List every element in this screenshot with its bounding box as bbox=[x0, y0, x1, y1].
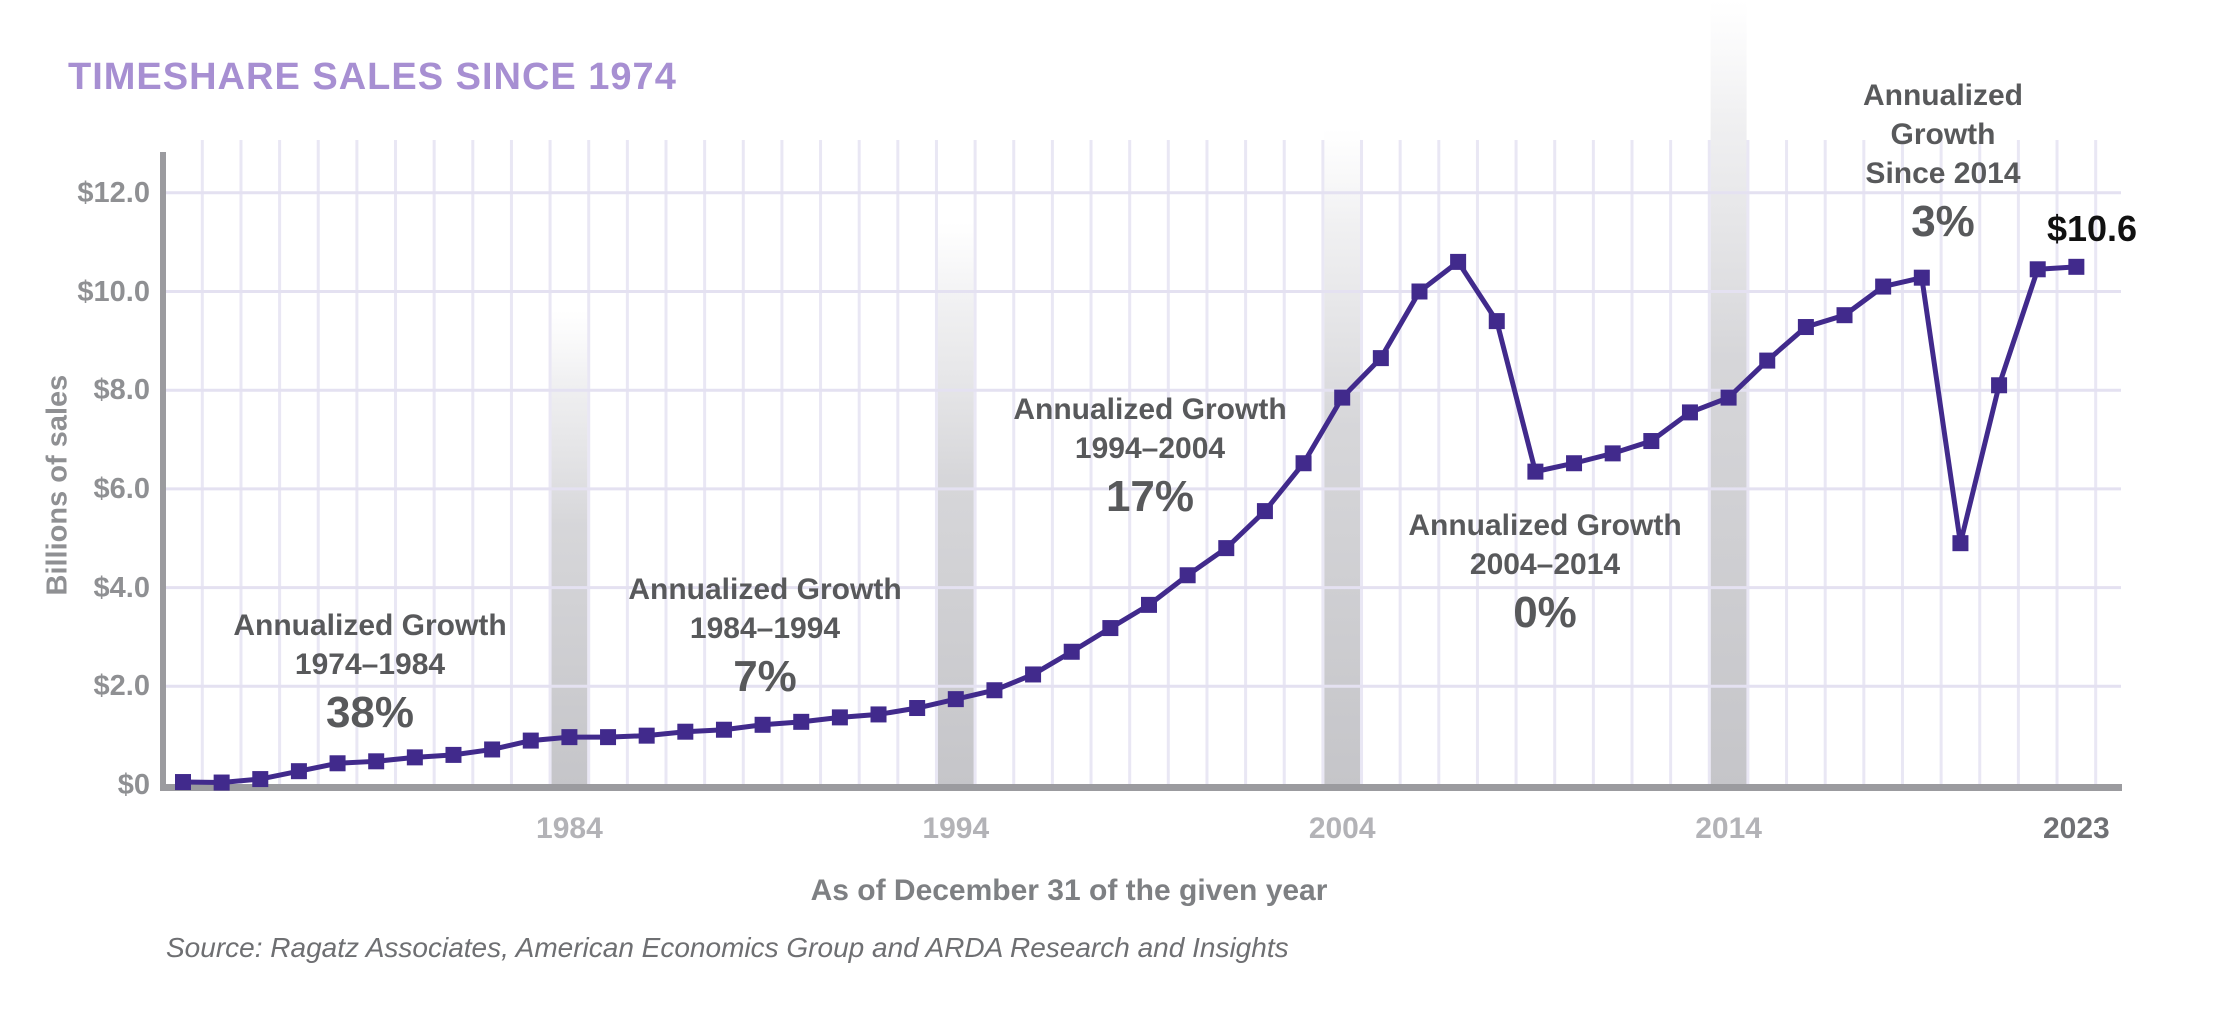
y-tick-8: $8.0 bbox=[93, 374, 150, 407]
data-point-1995 bbox=[986, 682, 1003, 699]
annotation-line: 2004–2014 bbox=[1469, 548, 1621, 581]
annotation-percentage: 3% bbox=[1911, 197, 1975, 246]
annotation-percentage: 0% bbox=[1513, 588, 1577, 637]
annotation-line: 1974–1984 bbox=[294, 648, 446, 681]
data-point-1977 bbox=[290, 763, 307, 780]
data-point-1991 bbox=[831, 709, 848, 726]
data-point-1974 bbox=[175, 774, 191, 791]
decade-band-1984 bbox=[551, 310, 588, 785]
data-point-1975 bbox=[213, 774, 230, 791]
data-point-2015 bbox=[1759, 352, 1776, 369]
y-tick-2: $2.0 bbox=[93, 670, 150, 703]
annotation-percentage: 7% bbox=[733, 652, 797, 701]
data-point-2022 bbox=[2029, 261, 2046, 278]
data-point-2018 bbox=[1875, 278, 1892, 295]
data-point-1997 bbox=[1063, 643, 1080, 660]
annotation-percentage: 17% bbox=[1105, 472, 1195, 521]
data-point-1996 bbox=[1025, 666, 1042, 683]
annotation-percentage: 38% bbox=[325, 688, 415, 737]
vertical-gridlines bbox=[200, 140, 2098, 785]
data-point-2007 bbox=[1450, 253, 1467, 270]
annotation-growth-1994-2004: Annualized Growth 1994–2004 17% bbox=[1013, 390, 1286, 522]
data-point-1988 bbox=[715, 721, 732, 738]
data-point-1984 bbox=[561, 729, 578, 746]
chart-title: TIMESHARE SALES SINCE 1974 bbox=[68, 56, 677, 98]
data-point-2017 bbox=[1836, 307, 1853, 324]
y-tick-0: $0 bbox=[117, 769, 150, 801]
x-tick-2004: 2004 bbox=[1308, 812, 1376, 845]
data-point-1980 bbox=[406, 749, 423, 766]
data-point-2001 bbox=[1218, 540, 1235, 557]
annotation-line: Annualized Growth bbox=[1408, 509, 1682, 542]
annotation-line: Annualized bbox=[1862, 79, 2024, 112]
data-point-1992 bbox=[870, 706, 887, 723]
annotation-line: Annualized Growth bbox=[1013, 393, 1287, 426]
annotation-line: Annualized Growth bbox=[233, 609, 507, 642]
y-tick-10: $10.0 bbox=[77, 275, 150, 308]
annotation-growth-2004-2014: Annualized Growth 2004–2014 0% bbox=[1408, 506, 1681, 638]
data-point-2005 bbox=[1372, 350, 1389, 367]
data-point-2021 bbox=[1991, 377, 2008, 394]
data-point-1989 bbox=[754, 716, 771, 733]
data-point-2000 bbox=[1179, 567, 1196, 584]
data-point-2012 bbox=[1643, 433, 1660, 450]
annotation-growth-1974-1984: Annualized Growth 1974–1984 38% bbox=[233, 606, 506, 738]
annotation-line: Annualized Growth bbox=[628, 573, 902, 606]
data-point-1983 bbox=[522, 732, 539, 749]
data-point-1994 bbox=[947, 691, 964, 708]
x-tick-1984: 1984 bbox=[536, 812, 603, 845]
annotation-growth-since-2014: Annualized Growth Since 2014 3% bbox=[1863, 76, 2023, 247]
data-point-1993 bbox=[909, 700, 926, 717]
annotation-line: Since 2014 bbox=[1865, 157, 2021, 190]
data-point-2006 bbox=[1411, 283, 1428, 300]
data-point-1987 bbox=[677, 723, 694, 740]
data-point-1986 bbox=[638, 727, 655, 744]
data-point-1979 bbox=[368, 753, 385, 770]
data-point-1981 bbox=[445, 746, 462, 763]
data-point-1978 bbox=[329, 755, 346, 772]
horizontal-gridlines bbox=[163, 191, 2121, 688]
annotation-line: Growth bbox=[1890, 118, 1996, 151]
data-point-2011 bbox=[1604, 445, 1621, 462]
data-point-2023 bbox=[2068, 258, 2085, 275]
data-point-2014 bbox=[1720, 389, 1737, 406]
source-note: Source: Ragatz Associates, American Econ… bbox=[166, 932, 1289, 963]
data-point-1999 bbox=[1141, 596, 1157, 613]
data-point-1990 bbox=[793, 713, 810, 730]
data-point-2009 bbox=[1527, 463, 1544, 480]
data-point-2013 bbox=[1681, 404, 1698, 421]
data-point-2020 bbox=[1952, 535, 1969, 552]
annotation-line: 1984–1994 bbox=[689, 612, 841, 645]
data-point-2004 bbox=[1334, 389, 1351, 406]
data-point-1982 bbox=[484, 741, 501, 758]
last-value-label: $10.6 bbox=[2046, 208, 2138, 249]
x-axis-title: As of December 31 of the given year bbox=[810, 874, 1328, 907]
data-point-1976 bbox=[252, 771, 269, 788]
data-point-2003 bbox=[1295, 455, 1312, 472]
y-tick-4: $4.0 bbox=[93, 571, 150, 604]
axis-lines bbox=[160, 152, 2122, 791]
data-point-2010 bbox=[1566, 455, 1583, 472]
x-tick-1994: 1994 bbox=[922, 812, 990, 845]
annotation-growth-1984-1994: Annualized Growth 1984–1994 7% bbox=[628, 570, 901, 702]
sales-data-points bbox=[175, 253, 2085, 791]
x-tick-2014: 2014 bbox=[1695, 812, 1762, 845]
annotation-line: 1994–2004 bbox=[1074, 432, 1226, 465]
data-point-2019 bbox=[1913, 269, 1930, 286]
data-point-2008 bbox=[1488, 313, 1505, 330]
data-point-2016 bbox=[1797, 319, 1814, 336]
x-tick-2023: 2023 bbox=[2042, 812, 2110, 845]
y-tick-12: $12.0 bbox=[77, 176, 150, 209]
data-point-1985 bbox=[600, 729, 617, 746]
y-tick-6: $6.0 bbox=[93, 472, 150, 505]
data-point-2002 bbox=[1256, 503, 1273, 520]
decade-band-2004 bbox=[1324, 128, 1361, 785]
data-point-1998 bbox=[1102, 620, 1119, 637]
